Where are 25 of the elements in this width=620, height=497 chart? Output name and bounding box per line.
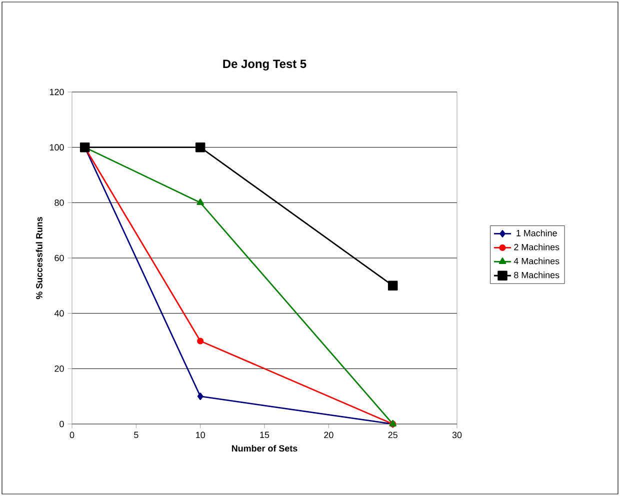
legend-label: 8 Machines: [514, 272, 560, 278]
point: [197, 392, 204, 400]
x-tick-label: 10: [196, 432, 205, 438]
y-tick-label: 0: [60, 420, 64, 428]
x-tick-label: 30: [452, 432, 462, 438]
y-axis-title: % Successful Runs: [36, 217, 42, 300]
y-tick-label: 20: [54, 365, 64, 372]
y-tick-label: 80: [54, 199, 64, 206]
x-tick-label: 15: [260, 432, 270, 438]
legend-label: 1 Machine: [516, 230, 557, 236]
point: [195, 142, 206, 152]
point: [388, 280, 398, 291]
legend-label: 4 Machines: [514, 258, 560, 264]
x-tick-label: 5: [134, 432, 138, 438]
legend-label: 2 Machines: [514, 244, 560, 250]
x-axis-title: Number of Sets: [232, 444, 298, 452]
y-tick-label: 40: [54, 310, 64, 317]
x-tick-label: 25: [388, 432, 398, 438]
chart-title: De Jong Test 5: [223, 60, 306, 70]
y-tick-label: 100: [50, 144, 64, 151]
x-tick-label: 0: [70, 432, 74, 438]
y-tick-label: 60: [54, 254, 64, 262]
point: [197, 338, 204, 344]
x-tick-label: 20: [324, 432, 334, 438]
y-tick-label: 120: [50, 88, 64, 96]
